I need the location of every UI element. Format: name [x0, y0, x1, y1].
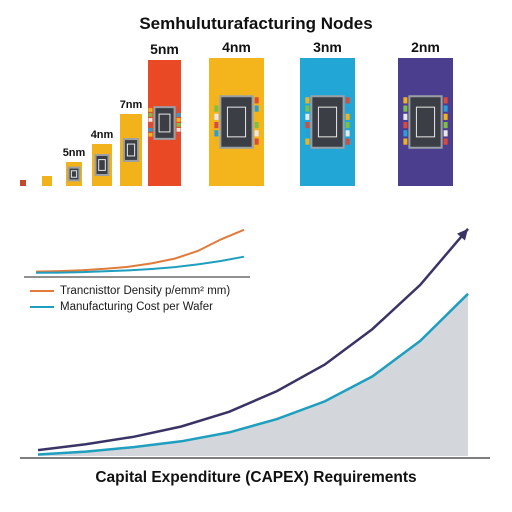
node-label: 2nm [411, 39, 440, 55]
die-pad [254, 122, 259, 129]
die-pad [345, 130, 350, 137]
legend-item-cost: Manufacturing Cost per Wafer [30, 299, 230, 315]
die-pad [443, 105, 448, 112]
die-inner [317, 106, 338, 138]
node-chip-0 [20, 180, 26, 186]
node-chip-1 [42, 176, 52, 186]
die-inner [415, 106, 436, 138]
die-core [124, 140, 138, 160]
die-pad [345, 122, 350, 129]
die-pad [214, 130, 219, 137]
die-pad [305, 105, 310, 112]
die-pad [176, 123, 181, 127]
die-pad [443, 97, 448, 104]
capex-title: Capital Expenditure (CAPEX) Requirements [95, 469, 417, 486]
die-pad [443, 113, 448, 120]
die-pad [403, 138, 408, 145]
die-pad [403, 105, 408, 112]
node-chip-6: 4nm [209, 39, 264, 186]
density-line [35, 228, 245, 273]
die-core [221, 97, 252, 147]
die-pad [403, 97, 408, 104]
node-chip-body [20, 180, 26, 186]
capex-chart [20, 227, 490, 459]
die-pad [305, 122, 310, 129]
node-chip-body [42, 176, 52, 186]
node-chip-2: 5nm [63, 147, 86, 186]
node-label: 5nm [63, 147, 86, 159]
die-inner [126, 143, 136, 157]
node-label: 7nm [120, 99, 143, 111]
die-core [312, 97, 343, 147]
node-label: 5nm [150, 41, 179, 57]
die-core [410, 97, 441, 147]
die-pad [443, 122, 448, 129]
die-pad [214, 113, 219, 120]
legend-item-density: Trancnisttor Density p/emm² mm) [30, 283, 230, 299]
die-pad [148, 118, 153, 122]
die-pad [254, 130, 259, 137]
node-chip-5: 5nm [148, 41, 181, 186]
die-pad [254, 138, 259, 145]
die-core [69, 168, 79, 180]
die-pad [176, 132, 181, 137]
die-pad [254, 113, 259, 120]
die-pad [403, 130, 408, 137]
die-pad [148, 127, 153, 132]
capex-area [38, 293, 468, 456]
node-label: 4nm [222, 39, 251, 55]
die-pad [214, 105, 219, 112]
node-chips: 5nm 4nm 7nm 5nm 4nm 3nm 2nm [20, 39, 453, 186]
main-title: Semhuluturafacturing Nodes [139, 14, 373, 33]
die-pad [176, 127, 181, 132]
die-pad [176, 108, 181, 112]
die-pad [345, 113, 350, 120]
cost-line [35, 255, 245, 274]
die-inner [70, 170, 78, 178]
legend: Trancnisttor Density p/emm² mm) Manufact… [30, 283, 230, 315]
die-pad [403, 122, 408, 129]
die-pad [254, 97, 259, 104]
die-pad [443, 138, 448, 145]
density-cost-chart [24, 228, 250, 278]
die-pad [305, 130, 310, 137]
die-pad [305, 97, 310, 104]
node-chip-3: 4nm [91, 129, 114, 186]
legend-label-cost: Manufacturing Cost per Wafer [60, 301, 213, 313]
die-pad [305, 138, 310, 145]
die-pad [148, 132, 153, 137]
die-pad [176, 118, 181, 122]
node-chip-8: 2nm [398, 39, 453, 186]
die-pad [176, 113, 181, 117]
die-inner [98, 159, 106, 171]
die-pad [345, 97, 350, 104]
die-pad [214, 122, 219, 129]
die-pad [443, 130, 448, 137]
die-pad [345, 138, 350, 145]
die-pad [214, 138, 219, 145]
die-pad [148, 108, 153, 112]
node-label: 3nm [313, 39, 342, 55]
capex-area-line [37, 292, 469, 456]
die-pad [148, 113, 153, 117]
die-pad [214, 97, 219, 104]
die-pad [345, 105, 350, 112]
node-chip-4: 7nm [120, 99, 143, 186]
node-label: 4nm [91, 129, 114, 141]
die-inner [158, 113, 171, 133]
die-core [155, 108, 174, 138]
die-pad [254, 105, 259, 112]
node-chip-7: 3nm [300, 39, 355, 186]
die-core [96, 156, 108, 174]
legend-swatch-cost [30, 306, 54, 308]
die-pad [305, 113, 310, 120]
legend-swatch-density [30, 290, 54, 292]
capex-arrowhead [457, 228, 468, 241]
capex-upper-line [37, 227, 469, 452]
die-pad [148, 123, 153, 127]
legend-label-density: Trancnisttor Density p/emm² mm) [60, 285, 231, 297]
die-pad [403, 113, 408, 120]
die-inner [226, 106, 247, 138]
